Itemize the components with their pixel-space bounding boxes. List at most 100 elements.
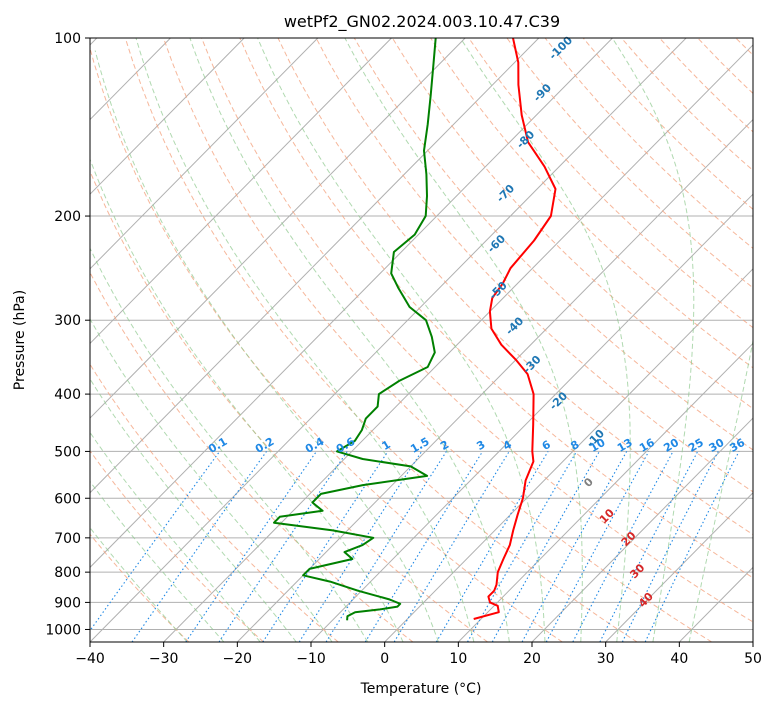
mixing-ratio-line bbox=[131, 451, 267, 642]
mixing-ratio-label: 0.1 bbox=[206, 435, 229, 456]
moist-adiabat-line bbox=[459, 38, 631, 642]
moist-adiabat-line bbox=[135, 38, 475, 642]
moist-adiabat-line bbox=[344, 38, 583, 642]
plot-frame bbox=[89, 37, 754, 643]
mixing-ratio-line bbox=[491, 451, 600, 642]
y-tick-label: 600 bbox=[54, 491, 81, 507]
mixing-ratio-label: 6 bbox=[540, 438, 553, 453]
isotherm-line bbox=[90, 38, 466, 419]
moist-adiabat-line bbox=[90, 158, 404, 642]
series-line bbox=[273, 38, 437, 621]
x-tick-label: 50 bbox=[744, 651, 762, 667]
y-tick-label: 500 bbox=[54, 444, 81, 460]
moist-adiabat-label: 30 bbox=[627, 561, 647, 581]
mixing-ratio-line bbox=[218, 451, 348, 642]
isotherm-line bbox=[384, 268, 753, 642]
dry-adiabat-line bbox=[659, 38, 753, 133]
profile-series bbox=[273, 38, 557, 621]
mixing-ratio-label: 0.6 bbox=[334, 435, 358, 456]
mixing-ratio-label: 1.5 bbox=[408, 435, 431, 456]
isotherm-line bbox=[678, 566, 753, 642]
y-axis-label: Pressure (hPa) bbox=[12, 290, 28, 390]
isotherm-line bbox=[605, 492, 753, 642]
dry-adiabat-label: -80 bbox=[514, 128, 537, 151]
dry-adiabat-label: -60 bbox=[485, 232, 508, 255]
isotherm-line bbox=[90, 38, 319, 270]
mixing-ratio-line bbox=[90, 451, 221, 632]
moist-adiabat-line bbox=[90, 431, 261, 642]
mixing-ratio-line bbox=[262, 451, 389, 642]
mixing-ratio-label: 16 bbox=[637, 436, 657, 455]
y-tick-label: 400 bbox=[54, 387, 81, 403]
mixing-ratio-label: 0.4 bbox=[303, 435, 327, 456]
dry-adiabat-line bbox=[90, 449, 264, 642]
dry-adiabat-line bbox=[735, 38, 753, 56]
isotherm-line bbox=[236, 118, 753, 642]
dry-adiabat-line bbox=[124, 38, 638, 642]
isotherm-line bbox=[531, 417, 753, 642]
dry-adiabat-label: -40 bbox=[503, 314, 526, 337]
isotherm-line bbox=[90, 38, 392, 345]
isotherm-line bbox=[90, 38, 540, 494]
x-tick-label: 20 bbox=[523, 651, 541, 667]
mixing-ratio-line bbox=[621, 451, 719, 642]
y-tick-label: 100 bbox=[54, 31, 81, 47]
isotherm-line bbox=[310, 193, 753, 642]
mixing-ratio-line bbox=[599, 451, 699, 642]
x-tick-label: 0 bbox=[380, 651, 389, 667]
mixing-ratio-label: 0.2 bbox=[253, 435, 276, 456]
mixing-ratio-label: 30 bbox=[707, 436, 727, 455]
x-tick-label: 40 bbox=[670, 651, 688, 667]
mixing-ratio-label: 25 bbox=[686, 436, 706, 455]
dry-adiabat-line bbox=[201, 38, 753, 623]
x-tick-label: −10 bbox=[296, 651, 326, 667]
y-tick-label: 200 bbox=[54, 209, 81, 225]
mixing-ratio-label: 20 bbox=[661, 436, 681, 455]
moist-adiabat-line bbox=[90, 378, 297, 642]
mixing-ratio-label: 1 bbox=[380, 438, 393, 453]
x-axis: −40 −30 −20 −10 0 10 20 30 40 50 bbox=[75, 642, 762, 667]
dry-adiabats bbox=[90, 38, 753, 642]
x-axis-label: Temperature (°C) bbox=[360, 681, 482, 697]
moist-adiabat-label: 10 bbox=[597, 506, 617, 526]
moist-adiabat-line bbox=[189, 38, 510, 642]
dry-adiabat-label: -20 bbox=[547, 389, 570, 412]
dry-adiabat-line bbox=[90, 533, 190, 642]
y-tick-label: 800 bbox=[54, 565, 81, 581]
mixing-ratio-line bbox=[185, 451, 317, 642]
mixing-ratio-label: 4 bbox=[501, 438, 514, 453]
y-tick-label: 1000 bbox=[45, 622, 81, 638]
moist-adiabat-line bbox=[90, 317, 333, 642]
dry-adiabat-label: -70 bbox=[494, 182, 517, 205]
mixing-ratio-line bbox=[325, 451, 447, 642]
x-tick-label: −30 bbox=[149, 651, 179, 667]
dry-adiabat-line bbox=[163, 38, 712, 642]
mixing-ratio-line bbox=[545, 451, 650, 642]
moist-adiabat-label: 40 bbox=[636, 590, 656, 610]
x-tick-label: 30 bbox=[597, 651, 615, 667]
mixing-ratio-label: 2 bbox=[438, 438, 451, 453]
dry-adiabat-line bbox=[582, 38, 753, 210]
moist-adiabat-line bbox=[90, 526, 188, 642]
isotherm-line bbox=[90, 38, 245, 195]
mixing-ratio-line bbox=[298, 451, 423, 642]
isotherm-line bbox=[163, 44, 753, 642]
moist-adiabat-line bbox=[611, 38, 695, 642]
dry-adiabat-line bbox=[90, 46, 563, 642]
dry-adiabat-label: -30 bbox=[520, 353, 543, 376]
isotherm-line bbox=[752, 641, 753, 642]
mixing-ratio-line bbox=[364, 451, 484, 642]
moist-adiabat-line bbox=[94, 50, 439, 642]
x-tick-label: −40 bbox=[75, 651, 105, 667]
dry-adiabat-line bbox=[391, 38, 753, 410]
x-tick-label: 10 bbox=[449, 651, 467, 667]
moist-adiabat-line bbox=[90, 480, 225, 642]
dry-adiabat-line bbox=[90, 363, 339, 642]
mixing-ratio-label: 3 bbox=[474, 438, 487, 453]
dry-adiabat-line bbox=[430, 38, 753, 369]
dry-adiabat-line bbox=[277, 38, 753, 536]
y-tick-label: 300 bbox=[54, 313, 81, 329]
isotherm-line bbox=[90, 38, 613, 569]
moist-adiabat-line bbox=[688, 338, 753, 642]
